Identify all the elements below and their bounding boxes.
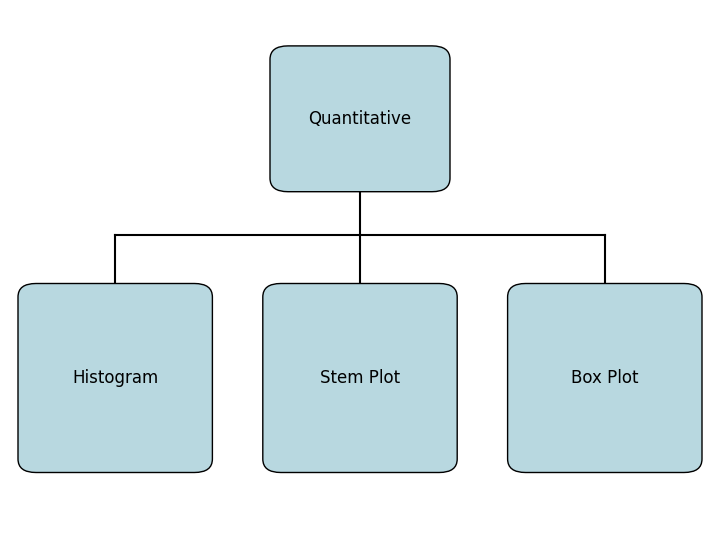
Text: Quantitative: Quantitative (308, 110, 412, 128)
Text: Histogram: Histogram (72, 369, 158, 387)
Text: Stem Plot: Stem Plot (320, 369, 400, 387)
Text: Box Plot: Box Plot (571, 369, 639, 387)
FancyBboxPatch shape (508, 284, 702, 472)
FancyBboxPatch shape (18, 284, 212, 472)
FancyBboxPatch shape (270, 46, 450, 192)
FancyBboxPatch shape (263, 284, 457, 472)
